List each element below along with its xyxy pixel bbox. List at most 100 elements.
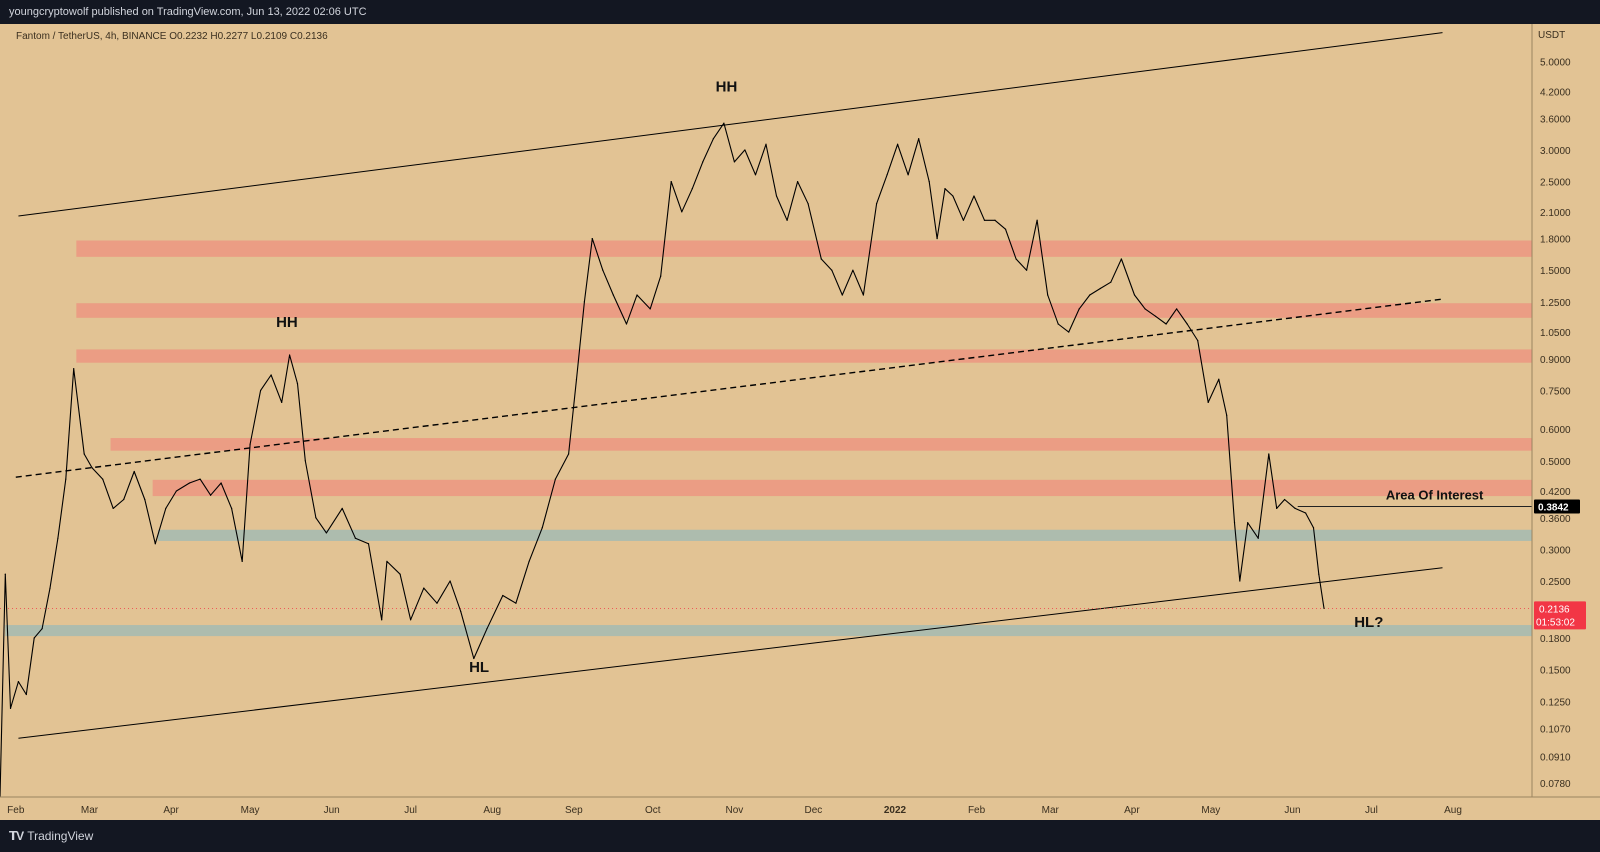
price-point: [241, 560, 243, 562]
price-point: [410, 619, 412, 621]
price-point: [449, 580, 451, 582]
y-tick-label: 3.6000: [1540, 114, 1571, 125]
marker-price-badge[interactable]: [1534, 499, 1580, 514]
price-point: [712, 138, 714, 140]
x-tick-label: Jul: [404, 805, 417, 816]
resistance-zone-3[interactable]: [76, 349, 1532, 363]
x-tick-label: Apr: [1124, 805, 1140, 816]
price-point: [528, 560, 530, 562]
y-tick-label: 0.0780: [1540, 779, 1571, 790]
x-tick-label: Nov: [726, 805, 744, 816]
y-tick-label: 0.6000: [1540, 425, 1571, 436]
price-point: [733, 161, 736, 163]
price-point: [886, 174, 888, 176]
price-point: [1154, 315, 1157, 317]
trend-line-upper-channel[interactable]: [18, 32, 1443, 217]
price-point: [952, 195, 954, 197]
price-point: [1133, 294, 1136, 296]
x-tick-label: Aug: [483, 805, 501, 816]
publisher-bar: youngcryptowolf published on TradingView…: [0, 0, 1600, 24]
x-tick-label: May: [241, 805, 260, 816]
y-tick-label: 0.3000: [1540, 545, 1571, 556]
price-point: [188, 482, 191, 484]
y-tick-label: 3.0000: [1540, 146, 1571, 157]
price-series-line[interactable]: [0, 122, 1325, 798]
footer-bar: 𝗧V TradingView: [0, 820, 1600, 852]
price-point: [249, 443, 251, 445]
price-point: [907, 174, 909, 176]
price-axis-panel: [1532, 24, 1600, 820]
price-point: [473, 657, 475, 660]
price-point: [765, 143, 767, 145]
price-point: [209, 494, 212, 496]
y-tick-label: 0.1070: [1540, 724, 1571, 735]
price-point: [49, 587, 51, 589]
publisher-text: youngcryptowolf published on TradingView…: [9, 6, 367, 18]
price-point: [220, 482, 222, 484]
y-tick-label: 1.0500: [1540, 328, 1571, 339]
y-tick-label: 0.0910: [1540, 752, 1571, 763]
price-point: [983, 219, 986, 221]
y-tick-label: 0.1250: [1540, 697, 1571, 708]
x-tick-label: 2022: [884, 805, 907, 816]
support-zone-7[interactable]: [5, 625, 1532, 637]
x-tick-label: Apr: [163, 805, 179, 816]
tradingview-brand-text: TradingView: [27, 829, 94, 843]
y-tick-label: 0.3600: [1540, 514, 1571, 525]
price-point: [1197, 339, 1199, 342]
price-point: [315, 517, 317, 519]
price-point: [1144, 308, 1146, 310]
y-tick-label: 0.5000: [1540, 457, 1571, 468]
price-point: [288, 354, 291, 356]
resistance-zone-1[interactable]: [76, 240, 1532, 257]
price-point: [691, 188, 693, 190]
y-tick-label: 0.4200: [1540, 487, 1571, 498]
price-point: [962, 219, 965, 221]
last-price-label: 0.2136: [1539, 604, 1570, 615]
x-tick-label: Jun: [324, 805, 340, 816]
price-point: [199, 478, 201, 480]
price-point: [399, 573, 401, 575]
chart-legend: Fantom / TetherUS, 4h, BINANCE O0.2232 H…: [16, 31, 328, 42]
price-point: [1036, 219, 1038, 221]
price-chart[interactable]: HH HH HL Area Of Interest HL? Fantom / Tether…: [0, 24, 1600, 820]
chart-area[interactable]: HH HH HL Area Of Interest HL? Fantom / Tether…: [0, 24, 1600, 820]
resistance-zone-5[interactable]: [152, 479, 1532, 497]
price-point: [944, 188, 946, 190]
support-zone-6[interactable]: [157, 529, 1533, 541]
annotation-hh: HH: [276, 314, 298, 331]
price-point: [1186, 323, 1188, 325]
price-point: [1176, 308, 1178, 310]
price-point: [57, 537, 59, 539]
price-point: [41, 628, 43, 630]
price-point: [897, 143, 899, 145]
tradingview-logo-icon: 𝗧V: [9, 829, 24, 843]
x-tick-label: Dec: [804, 805, 822, 816]
price-point: [144, 498, 146, 501]
countdown-label: 01:53:02: [1536, 617, 1575, 628]
price-point: [1110, 281, 1112, 283]
resistance-zone-4[interactable]: [110, 438, 1533, 451]
price-point: [1268, 453, 1270, 455]
price-point: [862, 294, 864, 296]
price-point: [625, 323, 628, 325]
resistance-zone-2[interactable]: [76, 303, 1532, 318]
x-tick-label: Mar: [1042, 805, 1060, 816]
y-tick-label: 1.8000: [1540, 235, 1571, 246]
price-point: [1247, 522, 1249, 524]
price-point: [928, 180, 930, 183]
x-tick-label: May: [1201, 805, 1220, 816]
price-point: [1218, 378, 1220, 380]
y-tick-label: 0.1500: [1540, 666, 1571, 677]
price-point: [367, 543, 370, 545]
price-point: [775, 195, 778, 197]
price-point: [381, 619, 383, 621]
tradingview-branding[interactable]: 𝗧V TradingView: [9, 829, 93, 843]
y-tick-label: 1.5000: [1540, 266, 1571, 277]
x-tick-label: Mar: [81, 805, 99, 816]
y-tick-label: 2.1000: [1540, 208, 1571, 219]
last-price-badge[interactable]: [1534, 601, 1586, 630]
y-tick-label: 0.9000: [1540, 355, 1571, 366]
price-point: [270, 374, 272, 376]
trend-line-lower-channel[interactable]: [18, 567, 1443, 739]
